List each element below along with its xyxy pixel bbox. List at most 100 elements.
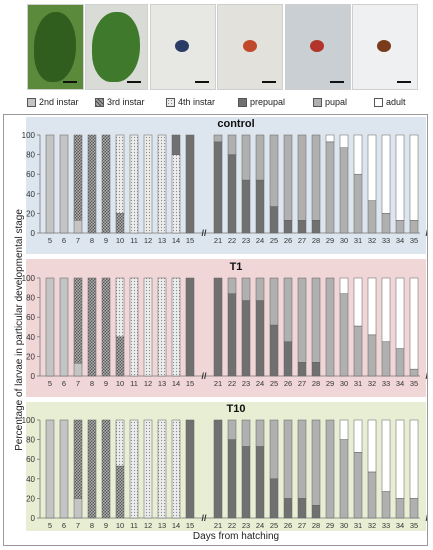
bar-segment	[143, 277, 153, 377]
x-tick-label: 5	[48, 236, 52, 245]
x-tick-label: 21	[214, 236, 222, 245]
y-tick-label: 60	[26, 170, 35, 179]
bar-segment	[283, 341, 293, 377]
bar-segment	[381, 134, 391, 214]
legend-label: adult	[386, 97, 406, 107]
bar-segment	[269, 206, 279, 234]
bar-segment	[101, 419, 111, 519]
bar-segment	[73, 134, 83, 221]
x-tick-label: 25	[270, 379, 278, 388]
y-tick-label: 80	[26, 436, 35, 445]
x-tick-label: 7	[76, 521, 80, 530]
photo-4th-instar-larvae-on-dish	[149, 4, 216, 90]
bar-segment	[171, 419, 181, 519]
bar-segment	[325, 277, 335, 377]
y-tick-label: 80	[26, 294, 35, 303]
x-tick-label: 12	[144, 236, 152, 245]
bar-segment	[381, 277, 391, 342]
bar-segment	[101, 277, 111, 377]
photo-pupal-stage-dish	[284, 4, 351, 90]
x-tick-label: 11	[130, 379, 138, 388]
bar-segment	[269, 134, 279, 207]
bar-segment	[297, 419, 307, 499]
y-tick-label: 100	[22, 416, 36, 425]
x-tick-label: 32	[368, 521, 376, 530]
scale-bar	[127, 81, 142, 83]
bar-segment	[171, 277, 181, 377]
bar-segment	[283, 498, 293, 519]
bar-segment	[297, 498, 307, 519]
bar-segment	[241, 419, 251, 447]
bar-segment	[353, 452, 363, 519]
photo-subject	[377, 40, 392, 53]
panel-background	[26, 117, 426, 254]
bar-segment	[311, 220, 321, 234]
y-tick-label: 20	[26, 352, 35, 361]
x-tick-label: 13	[158, 379, 166, 388]
stage-legend: 2nd instar 3rd instar 4th instar prepupal pu…	[27, 96, 420, 112]
bar-segment	[213, 141, 223, 234]
bar-segment	[227, 419, 237, 440]
bar-segment	[311, 505, 321, 519]
x-tick-label: 6	[62, 379, 66, 388]
bar-segment	[339, 293, 349, 377]
bar-segment	[143, 134, 153, 234]
photo-subject	[175, 40, 190, 53]
bar-segment	[409, 134, 419, 221]
axis-break-mark: //	[201, 513, 207, 523]
bar-segment	[87, 134, 97, 234]
bar-segment	[241, 300, 251, 377]
x-tick-label: 14	[172, 379, 180, 388]
bar-segment	[157, 134, 167, 234]
bar-segment	[325, 141, 335, 234]
bar-segment	[395, 348, 405, 377]
y-tick-label: 60	[26, 313, 35, 322]
x-tick-label: 33	[382, 521, 390, 530]
bar-segment	[115, 419, 125, 467]
bar-segment	[367, 471, 377, 519]
x-tick-label: 24	[256, 379, 264, 388]
x-tick-label: 5	[48, 521, 52, 530]
x-tick-label: 12	[144, 379, 152, 388]
photo-adult-beetles-dish	[352, 4, 418, 90]
bar-segment	[115, 134, 125, 214]
photo-subject	[92, 11, 141, 83]
bar-segment	[115, 336, 125, 377]
axis-break-mark: //	[425, 513, 427, 523]
bar-segment	[241, 179, 251, 234]
y-tick-label: 0	[31, 229, 36, 238]
bar-segment	[59, 277, 69, 377]
bar-segment	[213, 419, 223, 519]
bar-segment	[311, 362, 321, 377]
bar-segment	[297, 362, 307, 377]
bar-segment	[269, 277, 279, 326]
x-tick-label: 31	[354, 236, 362, 245]
bar-segment	[227, 293, 237, 377]
y-tick-label: 40	[26, 475, 35, 484]
bar-segment	[395, 220, 405, 234]
scale-bar	[262, 81, 277, 83]
bar-segment	[241, 134, 251, 181]
bar-segment	[45, 134, 55, 234]
bar-segment	[185, 134, 195, 234]
y-tick-label: 60	[26, 455, 35, 464]
bar-segment	[227, 154, 237, 234]
bar-segment	[297, 277, 307, 363]
bar-segment	[73, 277, 83, 364]
bar-segment	[283, 220, 293, 234]
x-tick-label: 13	[158, 236, 166, 245]
x-tick-label: 34	[396, 236, 404, 245]
y-tick-label: 80	[26, 151, 35, 160]
bar-segment	[381, 341, 391, 377]
y-tick-label: 100	[22, 274, 36, 283]
bar-segment	[269, 419, 279, 480]
bar-segment	[269, 324, 279, 377]
x-tick-label: 27	[298, 379, 306, 388]
bar-segment	[311, 134, 321, 221]
x-tick-label: 29	[326, 521, 334, 530]
x-tick-label: 11	[130, 236, 138, 245]
bar-segment	[255, 419, 265, 447]
bar-segment	[129, 134, 139, 234]
bar-segment	[73, 498, 83, 519]
bar-segment	[87, 277, 97, 377]
